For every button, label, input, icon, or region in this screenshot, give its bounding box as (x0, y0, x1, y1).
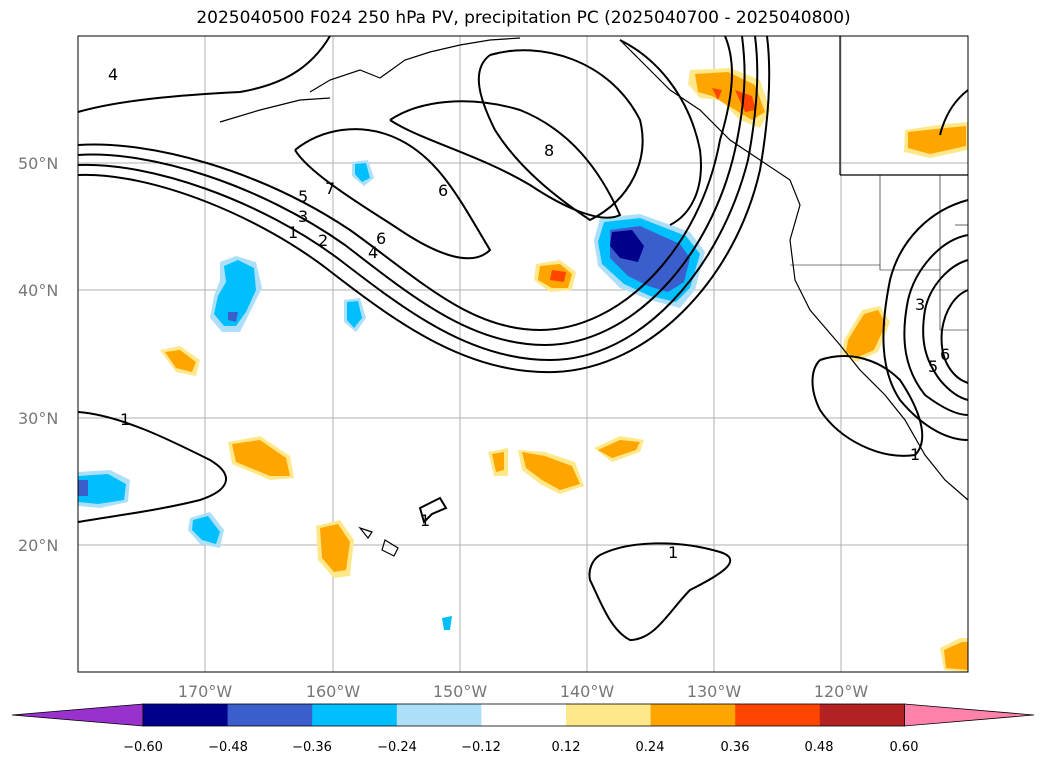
colorbar-label: −0.48 (208, 740, 248, 755)
coastlines (219, 36, 969, 557)
pv-contours (77, 35, 969, 642)
precipitation-shading (78, 68, 968, 672)
lon-label: 170°W (178, 682, 233, 701)
colorbar-swatch (819, 704, 905, 726)
contour-label: 1 (288, 223, 298, 242)
contour-label: 7 (325, 179, 335, 198)
colorbar-label: 0.48 (805, 740, 834, 755)
colorbar (11, 703, 1035, 727)
contour-label: 4 (368, 243, 378, 262)
colorbar-swatch (650, 704, 736, 726)
colorbar-swatch (735, 704, 821, 726)
map-title: 2025040500 F024 250 hPa PV, precipitatio… (196, 8, 851, 28)
map-background (78, 36, 968, 672)
lat-label: 40°N (18, 281, 58, 300)
lon-label: 130°W (687, 682, 742, 701)
contour-label: 1 (120, 410, 130, 429)
colorbar-swatch (312, 704, 398, 726)
contour-label: 1 (420, 511, 430, 530)
lat-label: 50°N (18, 154, 58, 173)
contour-label: 6 (376, 229, 386, 248)
contour-label: 1 (668, 543, 678, 562)
colorbar-swatch (566, 704, 652, 726)
lon-label: 150°W (433, 682, 488, 701)
contour-label: 4 (108, 65, 118, 84)
lon-label: 120°W (814, 682, 869, 701)
lat-label: 20°N (18, 536, 58, 555)
contour-label: 2 (318, 231, 328, 250)
contour-label: 5 (928, 357, 938, 376)
colorbar-label: 0.24 (636, 740, 665, 755)
contour-label: 8 (544, 141, 554, 160)
colorbar-label: −0.12 (461, 740, 501, 755)
contour-label: 1 (910, 445, 920, 464)
colorbar-swatch (481, 704, 567, 726)
colorbar-swatch (143, 704, 229, 726)
contour-labels: 1 2 3 4 5 6 7 8 6 4 1 1 1 1 3 5 6 (108, 65, 950, 562)
colorbar-label: −0.36 (292, 740, 332, 755)
lon-label: 140°W (560, 682, 615, 701)
colorbar-label: −0.60 (123, 740, 163, 755)
latitude-labels: 50°N 40°N 30°N 20°N (18, 154, 58, 555)
colorbar-swatch (227, 704, 313, 726)
contour-label: 5 (298, 187, 308, 206)
colorbar-labels: −0.60 −0.48 −0.36 −0.24 −0.12 0.12 0.24 … (123, 740, 918, 755)
colorbar-swatch (396, 704, 482, 726)
contour-label: 6 (438, 181, 448, 200)
colorbar-label: 0.12 (552, 740, 581, 755)
colorbar-label: 0.36 (721, 740, 750, 755)
contour-label: 6 (940, 345, 950, 364)
lon-label: 160°W (306, 682, 361, 701)
lat-label: 30°N (18, 409, 58, 428)
contour-label: 3 (915, 295, 925, 314)
colorbar-label: 0.60 (890, 740, 919, 755)
contour-label: 3 (298, 207, 308, 226)
map-frame (77, 35, 969, 673)
longitude-labels: 170°W 160°W 150°W 140°W 130°W 120°W (178, 682, 869, 701)
colorbar-extend-low (11, 703, 144, 727)
colorbar-label: −0.24 (377, 740, 417, 755)
colorbar-border (142, 703, 905, 727)
colorbar-extend-high (904, 703, 1035, 727)
